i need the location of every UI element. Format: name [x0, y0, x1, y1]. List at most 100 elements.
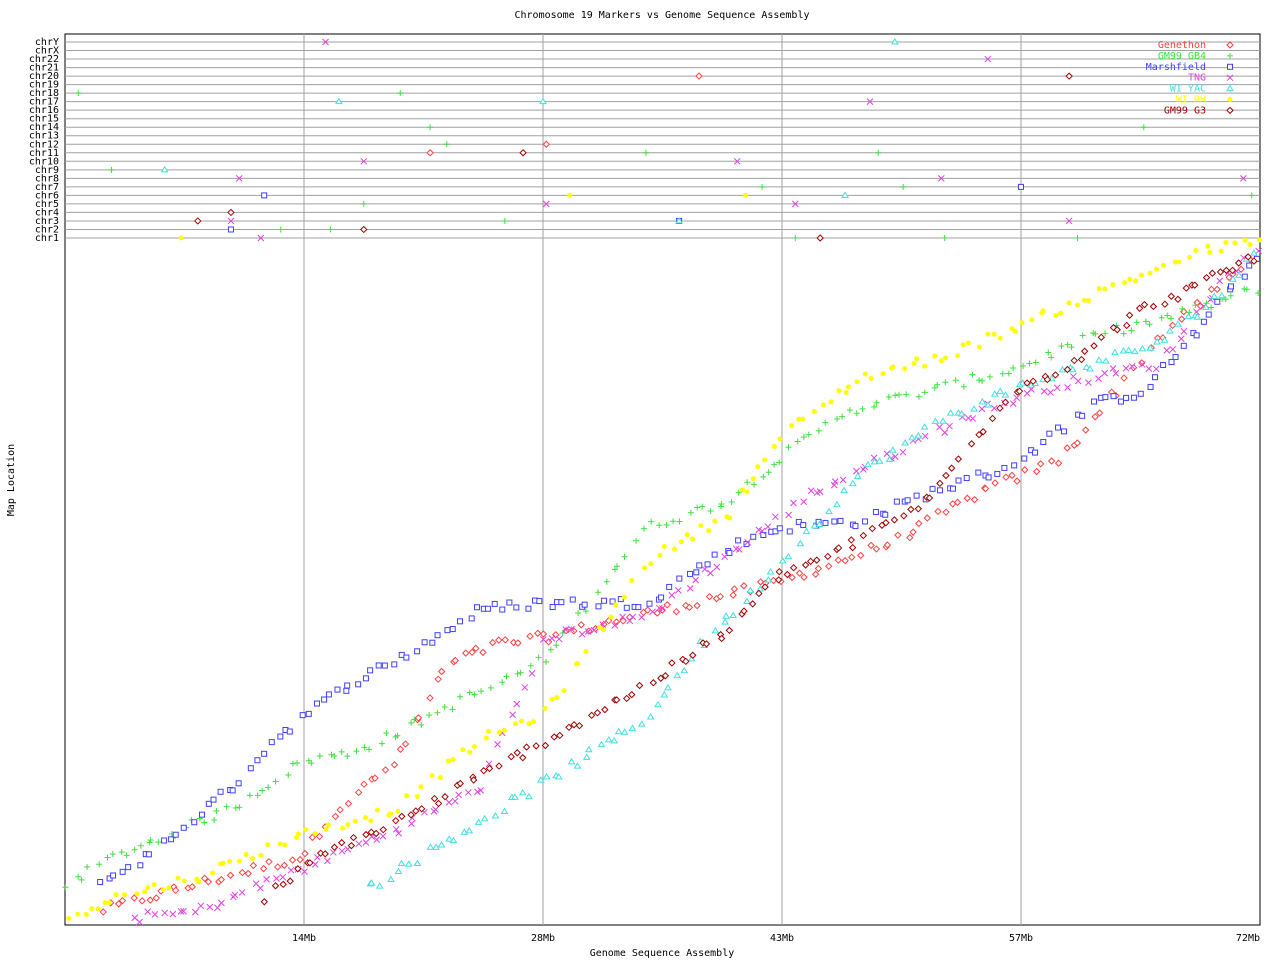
data-point — [1011, 462, 1018, 469]
data-point — [601, 627, 607, 633]
data-point — [316, 849, 325, 857]
data-point — [800, 573, 808, 581]
data-point — [1213, 285, 1221, 294]
data-point — [1074, 377, 1082, 385]
data-point — [226, 871, 235, 879]
data-point — [361, 744, 368, 751]
data-point — [1168, 321, 1177, 330]
data-point — [131, 846, 138, 853]
data-point — [83, 911, 89, 917]
data-point — [1032, 467, 1041, 476]
data-point — [1120, 374, 1128, 382]
data-point — [556, 731, 564, 740]
data-point — [340, 825, 346, 831]
data-point — [110, 872, 117, 879]
data-point — [740, 607, 748, 615]
data-point — [525, 792, 533, 800]
data-point — [379, 832, 387, 840]
data-point — [853, 472, 862, 479]
data-point — [848, 479, 857, 487]
data-point — [721, 618, 730, 625]
data-point — [1243, 286, 1250, 293]
data-point — [75, 873, 82, 880]
data-point — [1095, 409, 1104, 417]
data-point — [853, 410, 860, 417]
data-point — [1045, 349, 1052, 356]
data-point — [229, 787, 236, 794]
data-point — [1242, 237, 1248, 243]
data-point — [707, 569, 714, 577]
off-chromosome-point — [227, 208, 235, 217]
data-point — [1009, 400, 1017, 407]
data-point — [1081, 297, 1087, 303]
data-point — [539, 636, 547, 643]
data-point — [401, 740, 410, 748]
data-point — [880, 371, 886, 377]
x-tick-label: 43Mb — [770, 933, 794, 944]
chart-title: Chromosome 19 Markers vs Genome Sequence… — [514, 10, 809, 21]
data-point — [169, 910, 177, 918]
data-point — [434, 675, 442, 683]
x-tick-label: 28Mb — [531, 933, 555, 944]
data-point — [268, 739, 275, 746]
data-point — [771, 461, 778, 468]
data-point — [693, 569, 700, 576]
data-point — [890, 364, 896, 370]
off-chromosome-point — [360, 225, 368, 234]
data-point — [331, 812, 340, 821]
data-point — [273, 875, 280, 882]
data-point — [929, 485, 936, 492]
data-point — [507, 752, 515, 761]
data-point — [542, 772, 551, 780]
data-point — [796, 539, 805, 547]
data-point — [699, 503, 706, 510]
data-point — [942, 379, 949, 386]
chromosome-row-label: chr8 — [35, 173, 59, 184]
data-point — [249, 861, 258, 870]
off-chromosome-point — [675, 216, 683, 224]
data-point — [655, 604, 663, 612]
data-point — [543, 658, 550, 665]
data-point — [1128, 327, 1135, 334]
data-point — [355, 840, 363, 848]
data-point — [1193, 332, 1200, 339]
data-point — [494, 741, 501, 748]
data-point — [900, 512, 908, 520]
chromosome-row-label: chr13 — [29, 131, 59, 142]
data-point — [1040, 387, 1048, 395]
data-point — [578, 630, 586, 638]
data-point — [488, 638, 497, 647]
data-point — [175, 875, 181, 881]
data-point — [970, 495, 979, 504]
data-point — [421, 639, 428, 646]
data-point — [473, 604, 480, 611]
data-point — [789, 423, 795, 429]
data-point — [1081, 426, 1090, 434]
x-axis-label: Genome Sequence Assembly — [590, 948, 735, 959]
chromosome-row-label: chr22 — [29, 54, 59, 65]
data-point — [457, 693, 464, 700]
data-point — [772, 513, 779, 521]
data-point — [635, 604, 642, 611]
off-chromosome-point — [984, 55, 992, 63]
data-point — [308, 760, 315, 767]
data-point — [978, 405, 986, 413]
data-point — [1227, 283, 1234, 290]
data-point — [525, 605, 532, 612]
data-point — [1146, 344, 1155, 351]
off-chromosome-point — [235, 174, 243, 182]
data-point — [1256, 237, 1262, 243]
off-chromosome-point — [542, 140, 551, 148]
data-point — [990, 404, 998, 412]
series-gm99-g3 — [194, 72, 1258, 906]
data-point — [597, 740, 606, 748]
data-point — [593, 709, 602, 717]
data-point — [908, 433, 916, 441]
data-point — [466, 689, 473, 696]
data-point — [1147, 270, 1153, 276]
data-point — [142, 889, 148, 895]
data-point — [628, 724, 637, 731]
series-genethon — [99, 72, 1259, 916]
data-point — [1001, 391, 1010, 398]
data-point — [1223, 240, 1229, 246]
